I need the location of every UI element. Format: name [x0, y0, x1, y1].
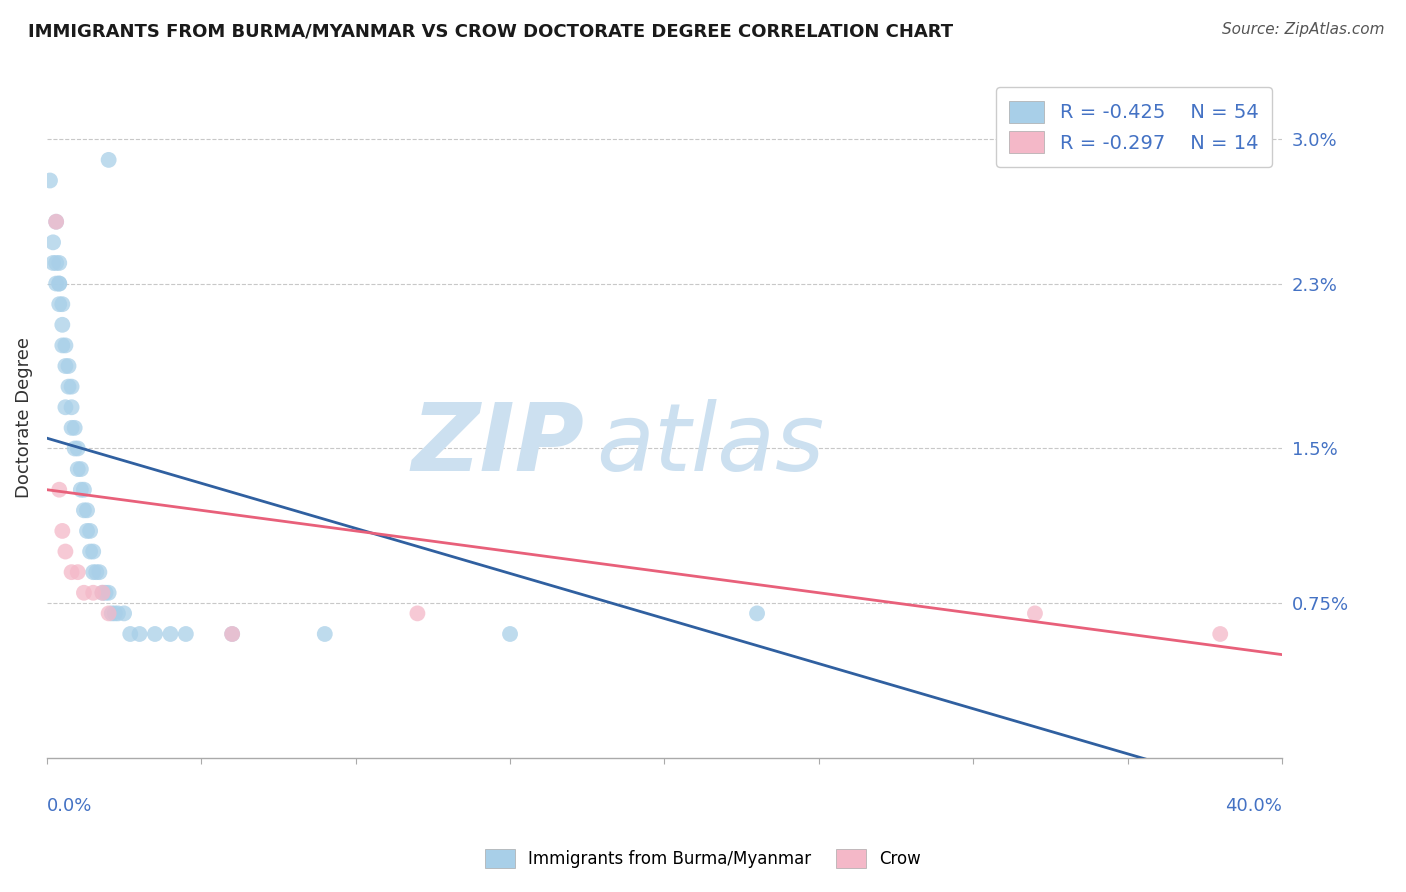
- Text: 40.0%: 40.0%: [1225, 797, 1282, 814]
- Point: [66, 565, 89, 579]
- Legend: Immigrants from Burma/Myanmar, Crow: Immigrants from Burma/Myanmar, Crow: [478, 842, 928, 875]
- Point: [48, 483, 70, 497]
- Point: [70, 462, 93, 476]
- Point: [63, 421, 86, 435]
- Point: [107, 607, 129, 621]
- Point: [84, 565, 107, 579]
- Point: [45, 215, 67, 229]
- Point: [60, 379, 83, 393]
- Point: [79, 524, 101, 538]
- Point: [82, 544, 104, 558]
- Point: [66, 442, 89, 456]
- Point: [745, 607, 768, 621]
- Point: [76, 503, 98, 517]
- Text: IMMIGRANTS FROM BURMA/MYANMAR VS CROW DOCTORATE DEGREE CORRELATION CHART: IMMIGRANTS FROM BURMA/MYANMAR VS CROW DO…: [28, 22, 953, 40]
- Point: [60, 421, 83, 435]
- Point: [89, 565, 111, 579]
- Point: [82, 565, 104, 579]
- Text: Source: ZipAtlas.com: Source: ZipAtlas.com: [1222, 22, 1385, 37]
- Point: [159, 627, 181, 641]
- Point: [174, 627, 197, 641]
- Point: [112, 607, 135, 621]
- Point: [73, 483, 96, 497]
- Point: [221, 627, 243, 641]
- Point: [1209, 627, 1232, 641]
- Point: [97, 153, 120, 167]
- Point: [55, 401, 77, 415]
- Point: [73, 586, 96, 600]
- Point: [100, 607, 122, 621]
- Point: [45, 215, 67, 229]
- Point: [70, 483, 93, 497]
- Point: [55, 544, 77, 558]
- Point: [94, 586, 117, 600]
- Point: [60, 401, 83, 415]
- Point: [91, 586, 114, 600]
- Text: 0.0%: 0.0%: [46, 797, 93, 814]
- Point: [128, 627, 150, 641]
- Y-axis label: Doctorate Degree: Doctorate Degree: [15, 337, 32, 498]
- Point: [51, 338, 73, 352]
- Point: [82, 586, 104, 600]
- Point: [48, 277, 70, 291]
- Point: [143, 627, 166, 641]
- Point: [45, 277, 67, 291]
- Point: [499, 627, 522, 641]
- Point: [48, 277, 70, 291]
- Point: [55, 359, 77, 373]
- Point: [1024, 607, 1046, 621]
- Point: [73, 503, 96, 517]
- Point: [39, 173, 62, 187]
- Point: [48, 297, 70, 311]
- Point: [104, 607, 127, 621]
- Point: [76, 524, 98, 538]
- Point: [221, 627, 243, 641]
- Point: [42, 235, 65, 250]
- Point: [51, 297, 73, 311]
- Point: [91, 586, 114, 600]
- Point: [97, 607, 120, 621]
- Point: [48, 256, 70, 270]
- Point: [97, 586, 120, 600]
- Point: [60, 565, 83, 579]
- Point: [406, 607, 429, 621]
- Point: [63, 442, 86, 456]
- Point: [58, 359, 80, 373]
- Point: [314, 627, 336, 641]
- Point: [79, 544, 101, 558]
- Legend: R = -0.425    N = 54, R = -0.297    N = 14: R = -0.425 N = 54, R = -0.297 N = 14: [995, 87, 1272, 167]
- Text: ZIP: ZIP: [412, 399, 583, 491]
- Point: [51, 524, 73, 538]
- Point: [45, 256, 67, 270]
- Text: atlas: atlas: [596, 400, 825, 491]
- Point: [55, 338, 77, 352]
- Point: [51, 318, 73, 332]
- Point: [42, 256, 65, 270]
- Point: [66, 462, 89, 476]
- Point: [120, 627, 142, 641]
- Point: [58, 379, 80, 393]
